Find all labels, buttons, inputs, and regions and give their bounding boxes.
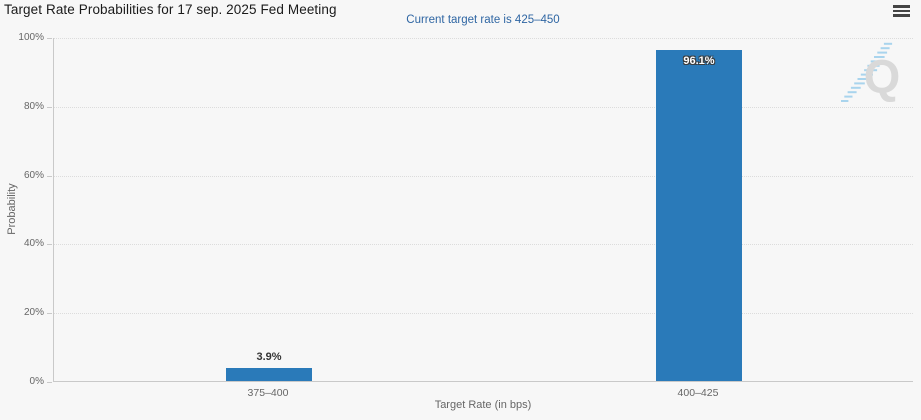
x-axis-label: 400–425 (677, 387, 719, 399)
watermark-dashes (841, 42, 893, 102)
y-axis-label: 20% (23, 307, 44, 319)
bar-375–400[interactable] (226, 367, 312, 381)
x-axis-title: Target Rate (in bps) (434, 399, 532, 411)
y-axis-tick (47, 106, 52, 108)
bar-value-label: 96.1% (683, 55, 715, 68)
chart-subtitle: Current target rate is 425–450 (406, 14, 560, 26)
plot-area: Q 3.9% 96.1% (53, 38, 913, 382)
y-gridline-20% (54, 313, 913, 315)
y-axis-label: 0% (29, 376, 44, 387)
y-axis-label: 80% (23, 100, 44, 112)
bar-400–425[interactable] (656, 50, 742, 381)
chart-context-menu-button[interactable] (891, 3, 913, 21)
y-gridline-100% (54, 38, 913, 39)
y-axis-tick (47, 175, 52, 177)
y-axis-label: 60% (23, 169, 44, 181)
y-axis-tick (47, 38, 52, 39)
y-axis-label: 40% (23, 238, 44, 250)
chart-title: Target Rate Probabilities for 17 sep. 20… (4, 2, 337, 17)
x-axis-label: 375–400 (247, 387, 289, 399)
y-gridline-40% (54, 244, 913, 246)
y-gridline-80% (54, 106, 913, 108)
watermark-letter: Q (864, 50, 901, 103)
y-axis-tick (47, 244, 52, 246)
bar-value-label: 3.9% (256, 350, 282, 363)
watermark-logo: Q (841, 42, 901, 103)
y-gridline-60% (54, 175, 913, 177)
y-axis-tick (47, 313, 52, 315)
y-axis-tick (47, 382, 52, 383)
y-axis-title: Probability (6, 183, 18, 235)
hamburger-menu-icon (893, 5, 911, 17)
y-axis-label: 100% (18, 32, 44, 43)
